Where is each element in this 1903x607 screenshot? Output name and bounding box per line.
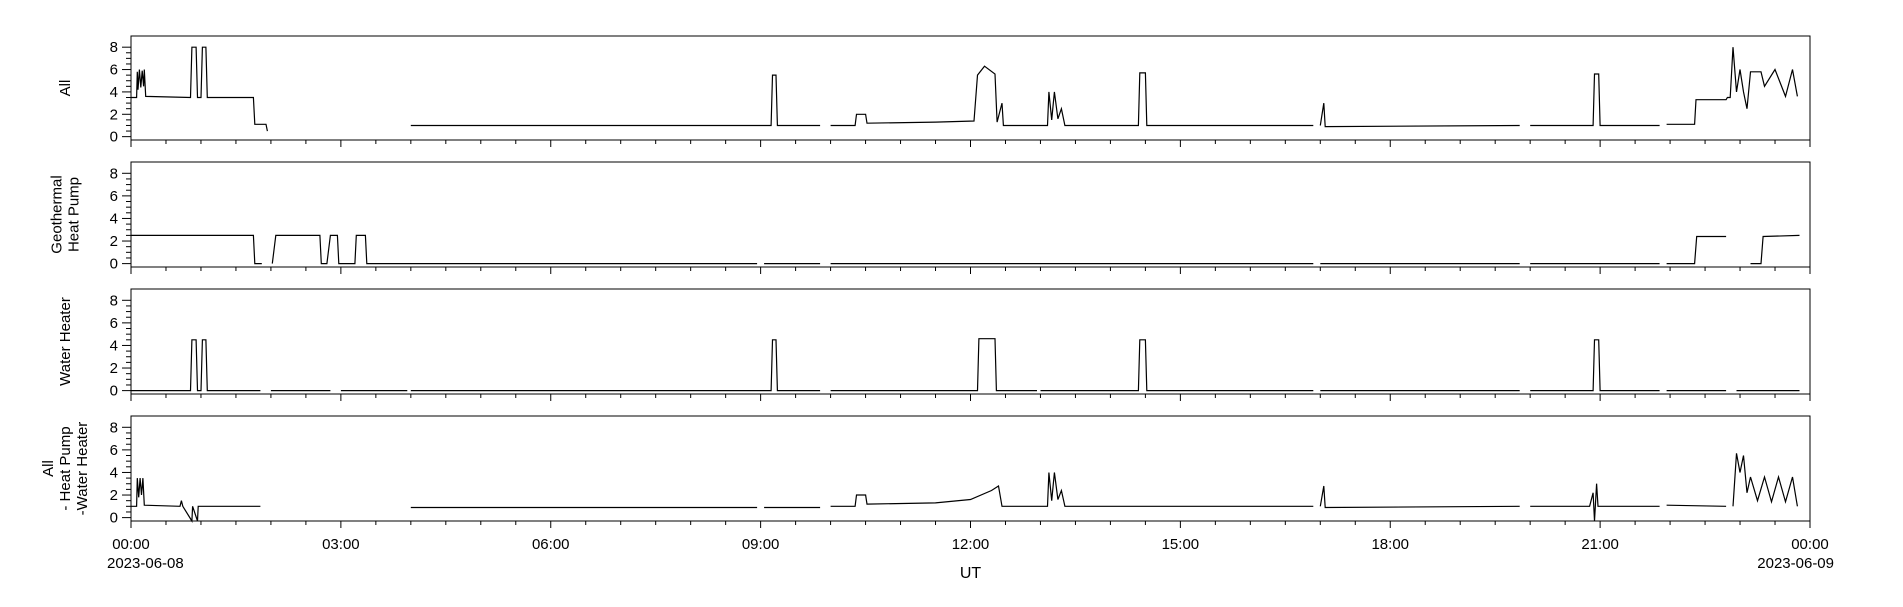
- y-tick-label: 4: [110, 210, 118, 227]
- x-tick-label: 06:00: [532, 536, 570, 553]
- y-axis-label: Geothermal: [49, 175, 66, 253]
- x-end-date: 2023-06-09: [1757, 555, 1834, 572]
- panel-0: 0 2 4 6 8 All: [57, 35, 1811, 147]
- y-tick-label: 6: [110, 62, 118, 79]
- y-tick-label: 2: [110, 233, 118, 250]
- panel-1: 0 2 4 6 8 Geothermal Heat Pump: [49, 161, 1811, 274]
- y-tick-label: 8: [110, 165, 118, 182]
- y-tick-label: 6: [110, 442, 118, 459]
- y-axis-label: Heat Pump: [66, 177, 83, 252]
- y-tick-label: 8: [110, 39, 118, 56]
- y-tick-label: 8: [110, 419, 118, 436]
- y-axis-label: All: [57, 80, 74, 97]
- x-tick-label: 21:00: [1581, 536, 1619, 553]
- x-start-date: 2023-06-08: [107, 555, 184, 572]
- y-tick-label: 0: [110, 510, 118, 527]
- y-tick-label: 0: [110, 383, 118, 400]
- y-axis-label: -Water Heater: [74, 422, 91, 516]
- y-tick-label: 6: [110, 315, 118, 332]
- series-line: [131, 453, 1798, 523]
- panel-frame: [130, 161, 1811, 268]
- x-tick-label: 18:00: [1371, 536, 1409, 553]
- x-tick-label: 00:00: [1791, 536, 1829, 553]
- y-axis-label: - Heat Pump: [57, 426, 74, 510]
- y-tick-label: 4: [110, 337, 118, 354]
- y-tick-label: 0: [110, 129, 118, 146]
- series-line: [131, 338, 1800, 392]
- panel-3: 0 2 4 6 8 All - Heat Pump -Water Heater: [40, 415, 1811, 528]
- panel-frame: [130, 35, 1811, 141]
- y-axis-label: Water Heater: [57, 297, 74, 386]
- y-tick-label: 4: [110, 84, 118, 101]
- x-axis-label: UT: [960, 565, 982, 582]
- series-line: [131, 234, 1800, 265]
- y-tick-label: 2: [110, 487, 118, 504]
- x-tick-label: 00:00: [112, 536, 150, 553]
- y-tick-label: 8: [110, 292, 118, 309]
- y-tick-label: 2: [110, 106, 118, 123]
- series-line: [131, 46, 1798, 132]
- y-tick-label: 2: [110, 360, 118, 377]
- y-tick-label: 0: [110, 256, 118, 273]
- x-tick-label: 03:00: [322, 536, 360, 553]
- y-tick-label: 6: [110, 188, 118, 205]
- panel-frame: [130, 415, 1811, 522]
- x-tick-label: 15:00: [1162, 536, 1200, 553]
- x-tick-label: 09:00: [742, 536, 780, 553]
- panel-frame: [130, 288, 1811, 395]
- x-tick-label: 12:00: [952, 536, 990, 553]
- panel-2: 0 2 4 6 8 Water Heater: [57, 288, 1811, 401]
- y-tick-label: 4: [110, 464, 118, 481]
- y-axis-label: All: [40, 460, 57, 477]
